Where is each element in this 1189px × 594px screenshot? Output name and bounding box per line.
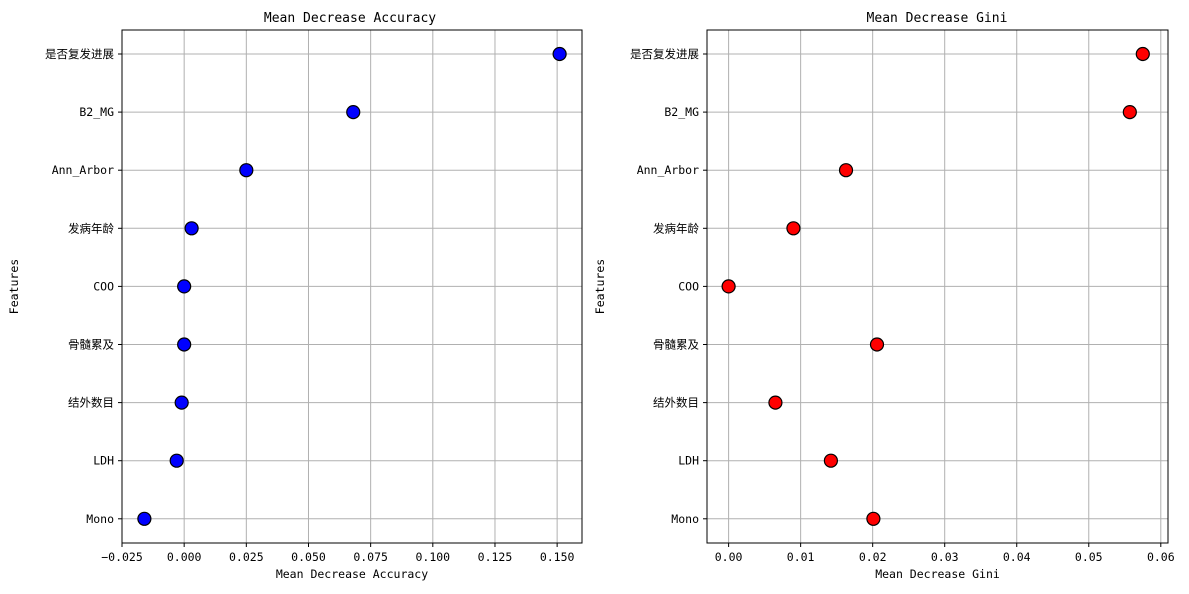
x-tick-label: 0.100 (415, 550, 450, 564)
y-tick-label: 结外数目 (653, 396, 699, 410)
x-tick-label: 0.06 (1147, 550, 1175, 564)
data-point (823, 453, 838, 468)
y-tick-label: Ann_Arbor (637, 163, 699, 177)
x-tick-label: 0.125 (478, 550, 513, 564)
data-point (552, 46, 567, 62)
x-tick-label: 0.000 (167, 550, 202, 564)
x-axis-label: Mean Decrease Accuracy (276, 567, 428, 581)
data-point (786, 221, 801, 236)
data-point (169, 453, 184, 468)
x-tick-label: 0.075 (353, 550, 388, 564)
data-point (721, 279, 736, 294)
chart-panel-2: 0.00 0.01 0.02 0.03 0.04 0.05 0.06 是否复发进展 B2_MG A… (593, 11, 1175, 581)
data-point (137, 511, 152, 526)
y-tick-label: 是否复发进展 (630, 47, 699, 61)
x-axis-label: Mean Decrease Gini (875, 567, 1000, 581)
y-tick-label: B2_MG (79, 105, 114, 119)
data-point (184, 221, 199, 236)
data-point (869, 337, 885, 352)
x-tick-label: 0.02 (859, 550, 887, 564)
data-point (177, 279, 192, 294)
data-point (1135, 46, 1150, 62)
y-axis-label: Features (593, 259, 607, 314)
x-tick-label: 0.025 (229, 550, 264, 564)
x-tick-label: 0.03 (931, 550, 959, 564)
y-tick-label: 发病年龄 (68, 221, 114, 235)
y-tick-label: 结外数目 (68, 396, 114, 410)
x-tick-label: 0.00 (715, 550, 743, 564)
x-tick-label: −0.025 (101, 550, 143, 564)
chart-title: Mean Decrease Gini (867, 11, 1008, 26)
chart-title: Mean Decrease Accuracy (264, 11, 436, 26)
data-point (239, 163, 254, 178)
y-tick-label: COO (678, 279, 699, 293)
x-tick-label: 0.05 (1075, 550, 1103, 564)
data-point (768, 395, 783, 410)
y-tick-label: B2_MG (664, 105, 699, 119)
data-point (346, 104, 361, 120)
y-tick-label: 骨髓累及 (653, 338, 699, 352)
y-axis-label: Features (7, 259, 21, 314)
x-tick-label: 0.150 (540, 550, 575, 564)
data-point (1122, 104, 1137, 120)
y-tick-label: Mono (671, 512, 699, 526)
data-point (866, 511, 881, 526)
data-point (174, 395, 189, 410)
y-tick-label: 是否复发进展 (45, 47, 114, 61)
y-tick-label: Ann_Arbor (52, 163, 114, 177)
y-tick-label: LDH (93, 454, 114, 468)
y-tick-label: 发病年龄 (653, 221, 699, 235)
chart-panel-1: −0.025 0.000 0.025 0.050 0.075 0.100 0.125 0.15… (7, 11, 583, 581)
data-point (838, 163, 854, 178)
y-tick-label: Mono (86, 512, 114, 526)
data-point (177, 337, 192, 352)
x-tick-label: 0.04 (1003, 550, 1031, 564)
x-tick-label: 0.050 (291, 550, 326, 564)
y-tick-label: LDH (678, 454, 699, 468)
y-tick-label: COO (93, 279, 114, 293)
x-tick-label: 0.01 (787, 550, 815, 564)
y-tick-label: 骨髓累及 (68, 338, 114, 352)
